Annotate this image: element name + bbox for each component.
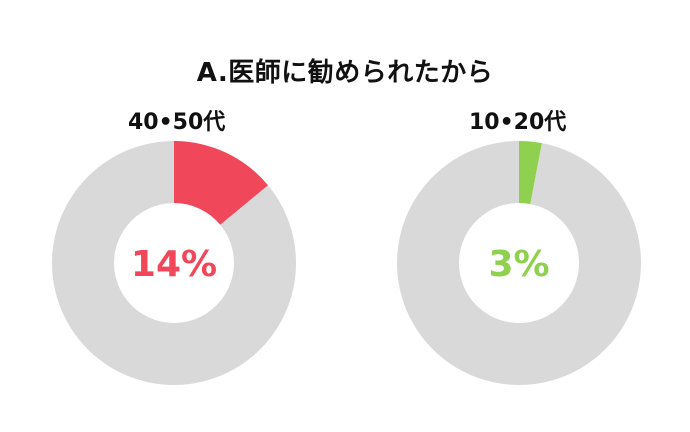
donut-center-value: 3% — [488, 244, 549, 285]
donut-center-value: 14% — [131, 244, 217, 285]
donut-slice-rest — [51, 141, 296, 385]
donut-label-40-50: 40•50代 — [128, 110, 226, 135]
donut-slice-rest — [396, 141, 641, 385]
donut-label-10-20: 10•20代 — [469, 110, 567, 135]
donut-svg-40-50: 14% — [51, 141, 296, 385]
donut-slice-highlight — [174, 141, 269, 225]
donut-svg-10-20: 3% — [396, 141, 641, 385]
chart-title: A.医師に勧められたから — [196, 58, 494, 88]
donut-slice-highlight — [519, 141, 542, 205]
